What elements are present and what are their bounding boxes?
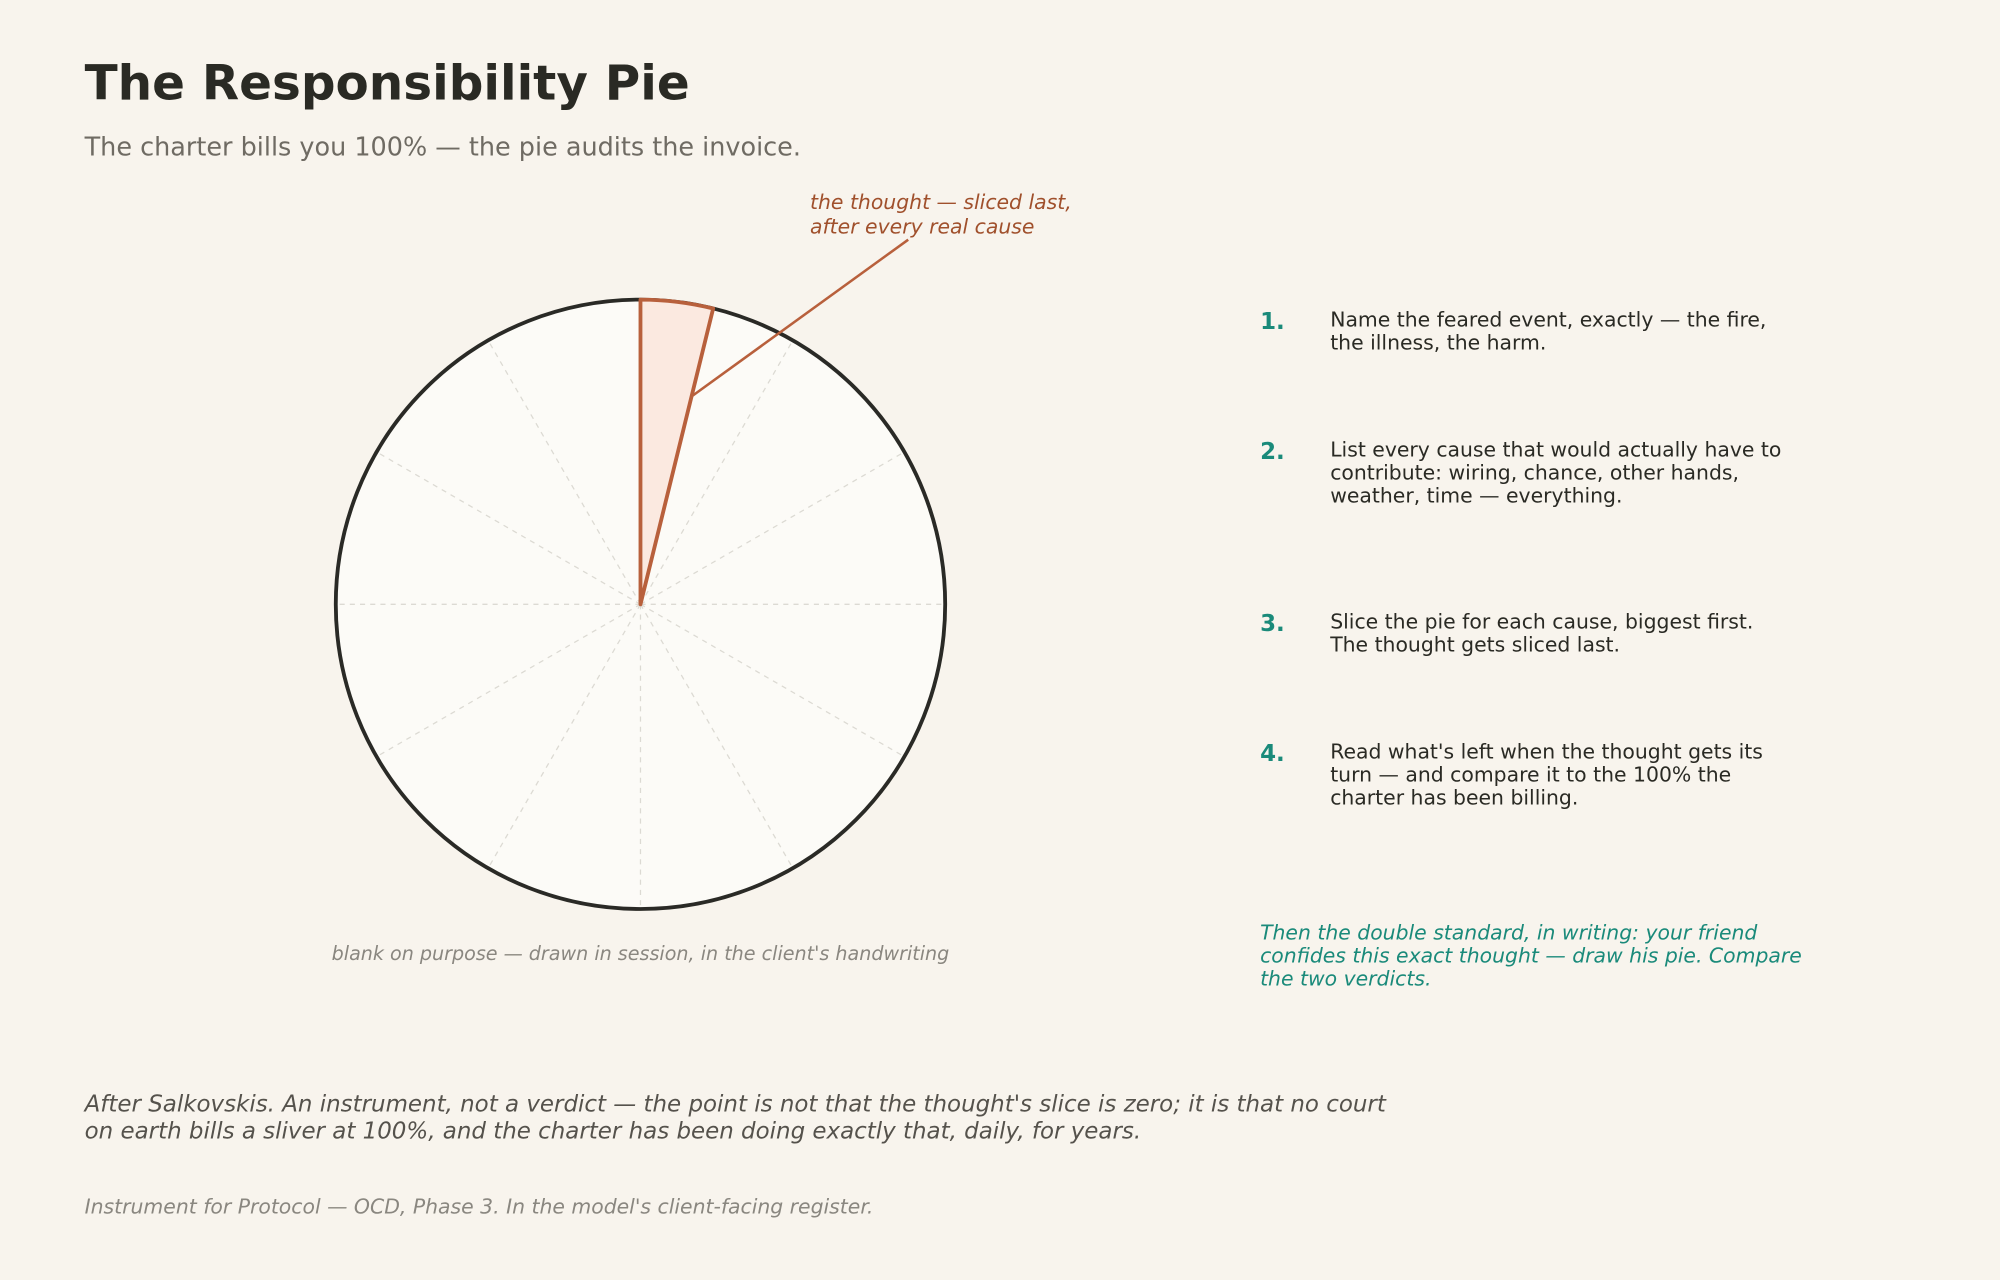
step-text: charter has been billing. xyxy=(1330,785,1578,809)
subtitle: The charter bills you 100% — the pie aud… xyxy=(84,133,801,163)
closing-note: the two verdicts. xyxy=(1260,966,1431,990)
leader-line xyxy=(690,238,909,398)
step-text: weather, time — everything. xyxy=(1330,483,1622,507)
steps: 1. Name the feared event, exactly — the f… xyxy=(1260,307,1781,809)
footnote: on earth bills a sliver at 100%, and the… xyxy=(85,1118,1142,1144)
pie-caption: blank on purpose — drawn in session, in … xyxy=(332,942,950,965)
annotation: the thought — sliced last, xyxy=(810,190,1072,214)
thought-slice xyxy=(638,297,716,607)
step-text: contribute: wiring, chance, other hands, xyxy=(1330,460,1739,484)
step-text: Read what's left when the thought gets i… xyxy=(1330,740,1763,764)
pie xyxy=(333,238,948,911)
closing-note: confides this exact thought — draw his p… xyxy=(1260,944,1802,968)
step-text: The thought gets sliced last. xyxy=(1329,632,1620,656)
step-number: 4. xyxy=(1260,741,1285,767)
title: The Responsibility Pie xyxy=(85,55,690,111)
step-text: the illness, the harm. xyxy=(1330,330,1546,354)
footnote: After Salkovskis. An instrument, not a v… xyxy=(83,1092,1387,1118)
step-text: Name the feared event, exactly — the fir… xyxy=(1330,307,1766,331)
step-text: Slice the pie for each cause, biggest fi… xyxy=(1330,610,1753,634)
step-number: 1. xyxy=(1260,309,1285,335)
step-text: List every cause that would actually hav… xyxy=(1330,437,1781,461)
step-text: turn — and compare it to the 100% the xyxy=(1330,763,1731,787)
step-number: 2. xyxy=(1260,439,1285,465)
step-number: 3. xyxy=(1260,611,1285,637)
annotation: after every real cause xyxy=(810,214,1034,238)
credit: Instrument for Protocol — OCD, Phase 3. … xyxy=(85,1195,874,1219)
closing-note: Then the double standard, in writing: yo… xyxy=(1260,921,1758,945)
